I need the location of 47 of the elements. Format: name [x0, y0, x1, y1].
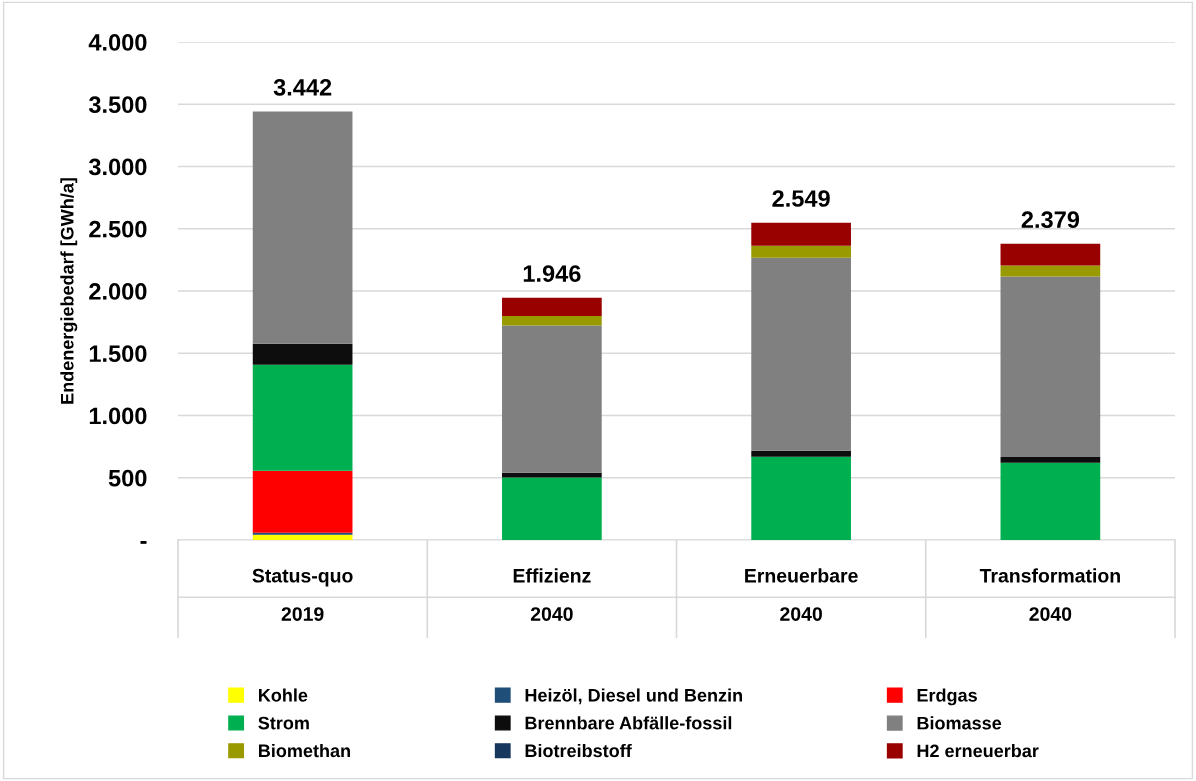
- total-label: 2.379: [1021, 211, 1080, 229]
- bar: [502, 477, 602, 540]
- x-tick-label: Status-quo 2019: [252, 568, 353, 621]
- total-label: 1.946: [523, 265, 581, 282]
- bar: [1000, 265, 1101, 277]
- bar: [252, 343, 353, 365]
- y-tick-label: 1.000: [89, 407, 147, 425]
- legend-label: Biomasse: [917, 716, 1002, 730]
- legend-label: Brennbare Abfälle-fossil: [525, 716, 732, 730]
- bar: [751, 245, 851, 258]
- bar: [502, 316, 602, 326]
- bar: [1000, 457, 1101, 463]
- legend-label: H2 erneuerbar: [917, 744, 1039, 758]
- bar: [252, 111, 353, 344]
- bar: [502, 472, 602, 478]
- bar: [751, 450, 851, 457]
- bar: [252, 470, 353, 533]
- y-tick-label: 1.500: [89, 345, 147, 363]
- legend-label: Biomethan: [259, 743, 350, 758]
- y-tick-label: -: [140, 541, 147, 544]
- bar: [1000, 462, 1101, 540]
- y-axis-title: Endenergiebedarf [GWh/a]: [60, 178, 78, 404]
- y-tick-label: 4.000: [88, 34, 147, 51]
- legend-label: Biotreibstoff: [525, 743, 632, 758]
- bar: [502, 297, 602, 317]
- bar: [1000, 276, 1101, 458]
- category-label: Transformation 2040: [979, 568, 1120, 621]
- legend-label: Strom: [258, 716, 309, 730]
- bar: [1000, 243, 1101, 266]
- y-tick-label: 500: [108, 469, 147, 487]
- legend-label: Erdgas: [917, 688, 977, 706]
- bar: [252, 534, 353, 540]
- y-tick-label: 2.500: [89, 220, 147, 238]
- bar: [252, 364, 353, 471]
- bar: [751, 222, 851, 246]
- y-tick-label: 3.000: [88, 158, 147, 176]
- category-label: Effizienz 2040: [513, 568, 591, 621]
- bar: [751, 257, 851, 451]
- total-label: 2.549: [772, 190, 830, 207]
- legend-label: Heizöl, Diesel und Benzin: [525, 688, 742, 705]
- bar: [502, 325, 602, 473]
- y-tick-label: 3.500: [88, 96, 147, 114]
- total-label: 3.442: [273, 78, 332, 96]
- y-tick-label: 2.000: [89, 283, 147, 300]
- bar: [751, 456, 851, 540]
- legend-label: Kohle: [259, 688, 308, 702]
- category-label: Erneuerbare 2040: [745, 568, 858, 621]
